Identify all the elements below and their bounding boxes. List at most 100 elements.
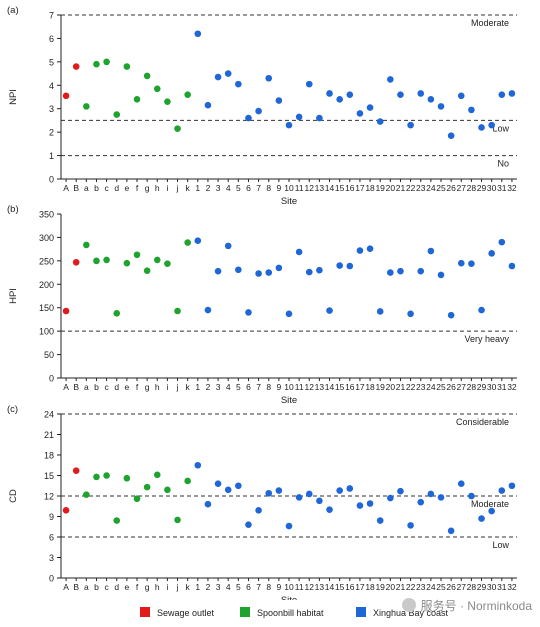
data-point xyxy=(387,76,394,83)
x-tick-label: B xyxy=(73,582,79,592)
y-tick-label: 200 xyxy=(39,280,54,290)
x-tick-label: A xyxy=(63,183,69,193)
x-tick-label: 12 xyxy=(305,582,315,592)
x-tick-label: i xyxy=(166,382,168,392)
data-point xyxy=(224,486,232,494)
x-tick-label: 21 xyxy=(396,582,406,592)
data-point xyxy=(72,63,80,70)
x-tick-label: 26 xyxy=(446,183,456,193)
x-tick-label: 2 xyxy=(206,183,211,193)
x-tick-label: 27 xyxy=(457,382,467,392)
legend-item-xinghua-bay-coast: Xinghua Bay coast xyxy=(356,607,448,618)
x-tick-label: 29 xyxy=(477,582,487,592)
x-tick-label: 14 xyxy=(325,183,335,193)
y-axis-title: HPI xyxy=(8,288,19,304)
legend-swatch-xinghua-bay-coast xyxy=(356,607,366,617)
data-point xyxy=(83,103,90,110)
data-point xyxy=(468,106,475,114)
x-tick-label: 16 xyxy=(345,382,355,392)
data-point xyxy=(174,125,181,132)
data-point xyxy=(336,262,343,269)
data-point xyxy=(376,118,384,125)
data-point xyxy=(356,502,364,509)
data-point xyxy=(397,91,404,98)
x-tick-label: c xyxy=(104,382,109,392)
threshold-label: Very heavy xyxy=(464,334,509,344)
x-tick-label: 23 xyxy=(416,183,426,193)
x-tick-label: A xyxy=(63,382,69,392)
x-tick-label: 28 xyxy=(467,183,477,193)
data-point xyxy=(387,269,394,276)
data-point xyxy=(133,251,141,259)
data-point xyxy=(184,91,191,98)
data-point xyxy=(447,132,455,139)
data-point xyxy=(123,259,131,267)
y-tick-label: 6 xyxy=(49,533,54,543)
x-tick-label: 29 xyxy=(477,183,487,193)
data-point xyxy=(437,103,445,110)
data-point xyxy=(72,467,80,475)
x-tick-label: 28 xyxy=(467,582,477,592)
data-point xyxy=(376,308,384,315)
data-point xyxy=(275,97,283,104)
x-tick-label: 3 xyxy=(216,183,221,193)
x-tick-label: 11 xyxy=(295,582,304,592)
y-tick-label: 5 xyxy=(49,57,54,67)
x-tick-label: 1 xyxy=(195,582,200,592)
data-point xyxy=(255,107,262,115)
x-tick-label: 14 xyxy=(325,382,335,392)
panel-label: (c) xyxy=(7,404,18,415)
x-tick-label: e xyxy=(124,582,129,592)
x-tick-label: 4 xyxy=(226,582,231,592)
x-tick-label: 5 xyxy=(236,582,241,592)
y-tick-label: 0 xyxy=(49,374,54,384)
data-point xyxy=(457,259,465,267)
x-tick-label: 10 xyxy=(284,582,294,592)
x-tick-label: 32 xyxy=(507,183,517,193)
data-point xyxy=(346,485,354,492)
x-tick-label: i xyxy=(166,183,168,193)
data-point xyxy=(417,267,425,275)
data-point xyxy=(346,262,354,270)
x-tick-label: 6 xyxy=(246,382,251,392)
panel-label: (a) xyxy=(7,5,19,16)
x-tick-label: 27 xyxy=(457,582,467,592)
data-point xyxy=(184,477,191,485)
data-point xyxy=(164,98,171,105)
x-tick-label: 22 xyxy=(406,582,416,592)
data-point xyxy=(397,267,404,275)
x-tick-label: 22 xyxy=(406,382,416,392)
data-point xyxy=(123,63,131,70)
legend-swatch-sewage-outlet xyxy=(140,607,150,617)
data-point xyxy=(204,101,212,109)
data-point xyxy=(174,307,181,315)
x-tick-label: 6 xyxy=(246,582,251,592)
x-axis-title: Site xyxy=(281,395,297,406)
x-tick-label: 12 xyxy=(305,183,315,193)
y-tick-label: 3 xyxy=(49,553,54,563)
data-point xyxy=(113,517,121,524)
legend-item-spoonbill-habitat: Spoonbill habitat xyxy=(240,607,324,618)
x-tick-label: 31 xyxy=(497,582,507,592)
x-tick-label: 27 xyxy=(457,183,467,193)
data-point xyxy=(245,521,252,528)
x-tick-label: c xyxy=(104,183,109,193)
x-tick-label: 13 xyxy=(315,382,325,392)
legend-label-spoonbill-habitat: Spoonbill habitat xyxy=(257,608,324,618)
y-tick-label: 4 xyxy=(49,81,54,91)
data-point xyxy=(224,70,232,77)
data-point xyxy=(133,96,141,103)
x-tick-label: 17 xyxy=(355,183,365,193)
x-tick-label: b xyxy=(94,183,99,193)
x-tick-label: 5 xyxy=(236,183,241,193)
data-point xyxy=(407,310,414,318)
x-tick-label: 19 xyxy=(375,183,385,193)
data-point xyxy=(417,498,425,506)
data-point xyxy=(498,91,506,98)
x-tick-label: 29 xyxy=(477,382,487,392)
x-tick-label: h xyxy=(155,582,160,592)
data-point xyxy=(305,80,313,88)
y-tick-label: 0 xyxy=(49,175,54,185)
x-tick-label: 13 xyxy=(315,582,325,592)
